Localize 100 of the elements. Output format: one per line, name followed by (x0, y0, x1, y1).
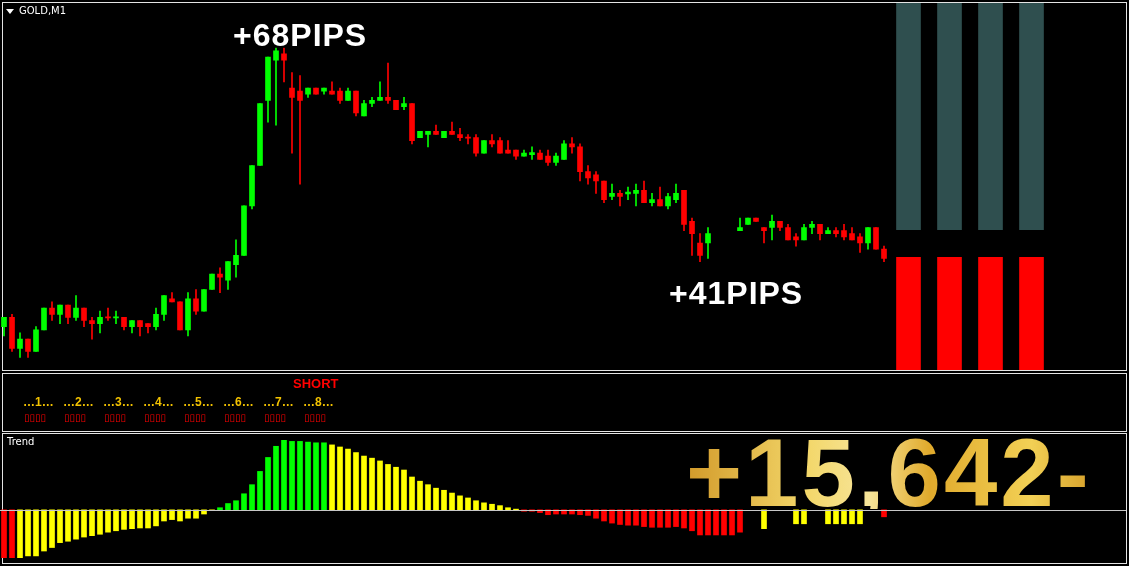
bar (345, 448, 351, 511)
bar (449, 492, 455, 511)
bar (649, 509, 655, 528)
bar (545, 509, 551, 516)
bar (841, 509, 847, 525)
bar (321, 442, 327, 511)
bar (113, 509, 119, 532)
bar (793, 509, 799, 525)
bar (633, 509, 639, 526)
bar (393, 466, 399, 511)
bar (169, 509, 175, 520)
chart-title: Trend (7, 436, 35, 448)
bar (721, 509, 727, 536)
candlestick (529, 146, 535, 160)
bar (833, 509, 839, 525)
candlestick (281, 47, 287, 83)
bar (673, 509, 679, 527)
bar (505, 507, 511, 511)
bar (153, 509, 159, 527)
annotation: +68PIPS (233, 17, 368, 53)
bar (441, 489, 447, 511)
bar (417, 480, 423, 511)
candlestick (329, 81, 335, 95)
bar (297, 441, 303, 511)
bar (65, 509, 71, 542)
bar (25, 509, 31, 557)
candlestick (385, 62, 391, 104)
bar (177, 509, 183, 522)
bar (161, 509, 167, 522)
bar (233, 500, 239, 511)
bar (601, 509, 607, 522)
candlestick (105, 307, 111, 321)
bar (17, 509, 23, 558)
bar (473, 500, 479, 511)
bar (705, 509, 711, 536)
candlestick (289, 72, 295, 154)
bar (281, 440, 287, 511)
text: SHORT (293, 376, 339, 391)
bar (457, 495, 463, 511)
candlestick (377, 81, 383, 101)
bar (81, 509, 87, 538)
bar (657, 509, 663, 528)
bar (265, 457, 271, 511)
candlestick (273, 47, 279, 126)
bar (689, 509, 695, 532)
bar (369, 457, 375, 511)
bar (713, 509, 719, 536)
bar (881, 509, 887, 518)
bar (849, 509, 855, 525)
bar (9, 509, 15, 558)
chart-title: GOLD,M1 (19, 5, 67, 17)
bar (665, 509, 671, 528)
annotation: +41PIPS (669, 275, 804, 311)
bar (857, 509, 863, 525)
bar (729, 509, 735, 536)
bar (329, 444, 335, 511)
candlestick (89, 317, 95, 340)
bar (73, 509, 79, 540)
bar (737, 509, 743, 533)
bar (185, 509, 191, 519)
bar (273, 445, 279, 511)
bar (225, 503, 231, 511)
bar (145, 509, 151, 529)
bar (825, 509, 831, 525)
bar (257, 471, 263, 511)
bar (97, 509, 103, 535)
bar (121, 509, 127, 530)
candlestick (633, 183, 639, 207)
bar (305, 441, 311, 511)
bar (577, 509, 583, 516)
bar (433, 487, 439, 511)
bar (361, 455, 367, 511)
bar (409, 476, 415, 511)
text: ▯▯▯▯ ▯▯▯▯ ▯▯▯▯ ▯▯▯▯ ▯▯▯▯ ▯▯▯▯ ▯▯▯▯ ▯▯▯▯ (24, 412, 327, 423)
bar (289, 441, 295, 511)
bar (337, 446, 343, 511)
bar (521, 509, 527, 512)
bar (697, 509, 703, 536)
bar (401, 469, 407, 511)
bar (497, 505, 503, 511)
bar (249, 484, 255, 511)
bar (49, 509, 55, 548)
bar (129, 509, 135, 530)
bar (801, 509, 807, 525)
bar (609, 509, 615, 524)
bar (593, 509, 599, 519)
bar (617, 509, 623, 525)
bar (489, 503, 495, 511)
bar (1, 509, 7, 558)
bar (529, 509, 535, 512)
bar (137, 509, 143, 529)
bar (761, 509, 767, 530)
bar (241, 493, 247, 511)
text: …1… …2… …3… …4… …5… …6… …7… …8… (23, 395, 334, 409)
bar (33, 509, 39, 557)
bar (105, 509, 111, 533)
candlestick (297, 75, 303, 185)
bar (385, 464, 391, 511)
bar (641, 509, 647, 527)
bar (313, 442, 319, 511)
